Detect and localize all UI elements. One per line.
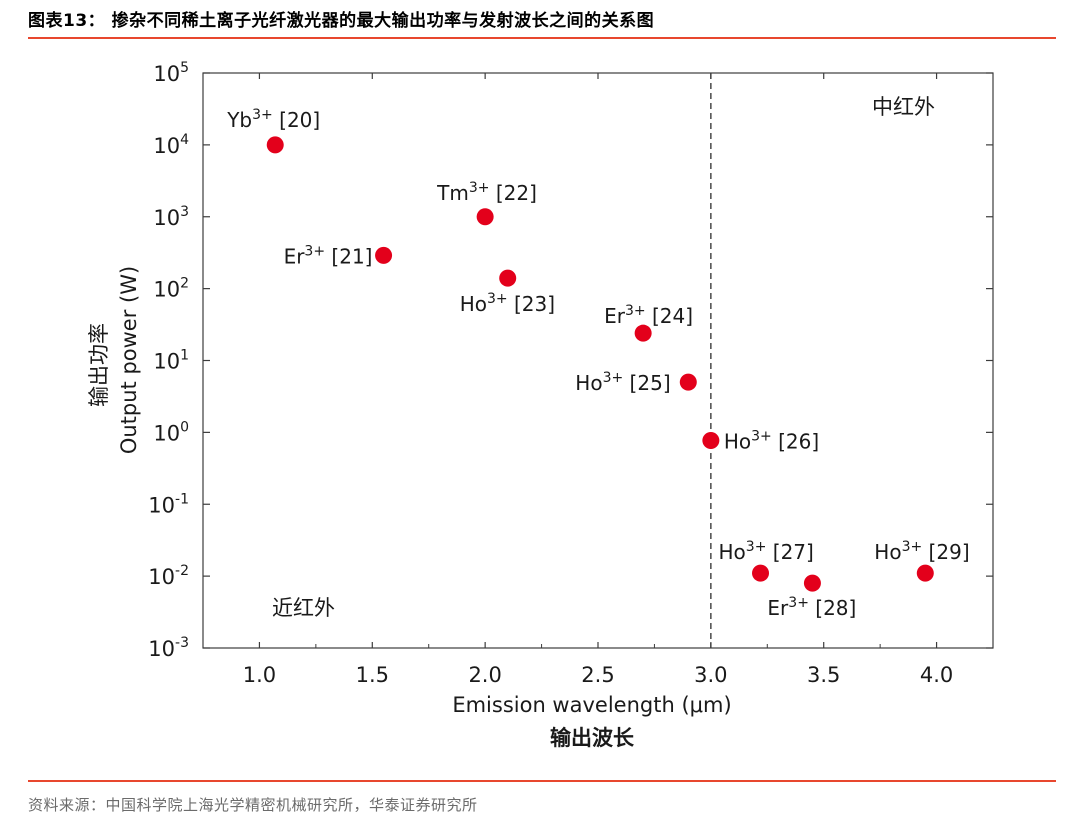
top-divider <box>28 37 1056 39</box>
x-tick-label: 1.5 <box>356 663 389 687</box>
y-tick-label: 10-1 <box>148 491 189 517</box>
y-tick-label: 101 <box>153 348 189 374</box>
data-point <box>375 246 393 264</box>
bottom-divider <box>28 780 1056 782</box>
data-point-label: Yb3+ [20] <box>226 107 320 132</box>
x-tick-label: 4.0 <box>920 663 953 687</box>
data-point-label: Er3+ [24] <box>604 303 693 328</box>
x-tick-label: 2.5 <box>581 663 614 687</box>
x-axis-title-cn: 输出波长 <box>550 725 635 750</box>
data-point-label: Er3+ [28] <box>767 595 856 620</box>
x-tick-label: 3.5 <box>807 663 840 687</box>
data-point <box>266 136 284 154</box>
data-point <box>499 269 517 287</box>
data-point-label: Ho3+ [27] <box>719 539 814 564</box>
data-point <box>679 373 697 391</box>
data-point-label: Er3+ [21] <box>284 243 373 268</box>
x-tick-label: 3.0 <box>694 663 727 687</box>
y-tick-label: 10-3 <box>148 635 189 661</box>
data-point <box>752 564 770 582</box>
figure-title: 图表13： 掺杂不同稀土离子光纤激光器的最大输出功率与发射波长之间的关系图 <box>28 11 655 31</box>
data-point <box>803 574 821 592</box>
data-point <box>476 208 494 226</box>
data-point <box>702 432 720 450</box>
y-tick-label: 103 <box>153 204 189 230</box>
data-point <box>916 564 934 582</box>
data-point-label: Tm3+ [22] <box>436 180 537 205</box>
x-tick-label: 1.0 <box>243 663 276 687</box>
data-point-label: Ho3+ [26] <box>724 429 819 454</box>
chart-layer: 1.0 1.5 2.0 2.5 3.0 3.5 4.0 10-3 10-2 10-1 100 101 1… <box>148 60 994 687</box>
data-point-label: Ho3+ [29] <box>874 539 969 564</box>
data-point <box>634 324 652 342</box>
scatter-chart: 1.0 1.5 2.0 2.5 3.0 3.5 4.0 10-3 10-2 10-1 100 101 1… <box>87 60 994 750</box>
x-axis-title: Emission wavelength (μm) <box>452 693 731 717</box>
y-tick-label: 102 <box>153 276 189 302</box>
data-point-label: Ho3+ [25] <box>575 370 670 395</box>
source-note: 资料来源：中国科学院上海光学精密机械研究所，华泰证券研究所 <box>28 796 478 814</box>
region-label-near-infrared: 近红外 <box>272 596 335 620</box>
x-tick-label: 2.0 <box>468 663 501 687</box>
y-tick-label: 104 <box>153 132 189 158</box>
y-axis-title-cn: 输出功率 <box>87 323 111 407</box>
y-tick-label: 100 <box>153 419 189 445</box>
y-tick-label: 105 <box>153 60 189 86</box>
region-label-mid-infrared: 中红外 <box>872 95 935 119</box>
y-axis-title: Output power (W) <box>117 266 141 454</box>
data-point-label: Ho3+ [23] <box>460 291 555 316</box>
y-tick-label: 10-2 <box>148 563 189 589</box>
